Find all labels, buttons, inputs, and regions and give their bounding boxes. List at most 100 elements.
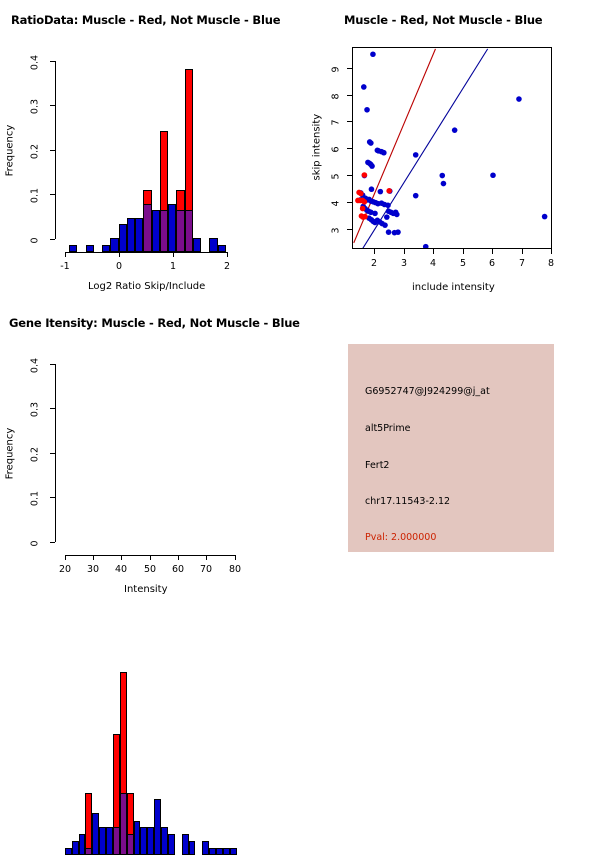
gene-x-ticklabel-50: 50 — [143, 564, 157, 575]
scatter-point-not-muscle — [372, 210, 378, 217]
ratio-x-ticklabel-n1: -1 — [60, 261, 70, 272]
gene-x-tick-80 — [235, 555, 236, 560]
panel-scatter: Muscle - Red, Not Muscle - Blue skip int… — [300, 0, 600, 300]
scatter-point-not-muscle — [384, 214, 390, 220]
ratio-x-ticklabel-1: 1 — [169, 261, 177, 272]
scatter-y-tick-7 — [347, 121, 352, 122]
scatter-x-tick-4 — [433, 249, 434, 254]
scatter-y-tick-9 — [347, 68, 352, 69]
bar-not-muscle — [154, 799, 161, 855]
bar-not-muscle — [188, 841, 196, 855]
gene-histogram-title: Gene Itensity: Muscle - Red, Not Muscle … — [9, 316, 300, 330]
scatter-point-not-muscle — [382, 222, 388, 228]
ratio-x-ticklabel-2: 2 — [223, 261, 231, 272]
scatter-y-tick-8 — [347, 95, 352, 96]
scatter-x-tick-7 — [522, 249, 523, 254]
info-event-type: alt5Prime — [365, 423, 411, 434]
bar-not-muscle — [69, 245, 78, 252]
scatter-point-not-muscle — [516, 96, 522, 102]
scatter-x-tick-6 — [492, 249, 493, 254]
ratio-x-tick-n1 — [65, 252, 66, 257]
scatter-plot-box — [352, 47, 552, 249]
bar-not-muscle — [216, 848, 223, 855]
gene-x-tick-20 — [65, 555, 66, 560]
scatter-x-ticklabel-5: 5 — [459, 258, 467, 269]
scatter-x-tick-2 — [374, 249, 375, 254]
gene-x-ticklabel-70: 70 — [199, 564, 213, 575]
scatter-point-not-muscle — [412, 192, 419, 199]
scatter-xlabel: include intensity — [412, 282, 495, 293]
scatter-point-muscle — [361, 199, 368, 205]
scatter-x-ticklabel-4: 4 — [429, 258, 437, 269]
gene-histogram-yaxis — [55, 364, 56, 542]
bar-overlap — [119, 793, 127, 855]
panel-ratio-histogram: RatioData: Muscle - Red, Not Muscle - Bl… — [0, 0, 300, 300]
scatter-x-tick-8 — [551, 249, 552, 254]
ratio-y-tick-2 — [50, 150, 55, 151]
gene-histogram-xlabel: Intensity — [124, 584, 168, 595]
bar-not-muscle — [140, 826, 148, 855]
gene-x-tick-40 — [121, 555, 122, 560]
ratio-histogram-title: RatioData: Muscle - Red, Not Muscle - Bl… — [11, 13, 281, 27]
scatter-x-ticklabel-6: 6 — [488, 258, 496, 269]
bar-not-muscle — [168, 203, 177, 252]
gene-x-ticklabel-20: 20 — [58, 564, 72, 575]
info-locus: chr17.11543-2.12 — [365, 496, 451, 507]
bar-not-muscle — [133, 820, 141, 855]
scatter-canvas — [353, 48, 548, 248]
bar-overlap — [143, 203, 152, 252]
bar-not-muscle — [217, 245, 226, 252]
scatter-point-muscle — [359, 205, 366, 212]
bar-overlap — [126, 834, 134, 855]
bar-not-muscle — [181, 834, 189, 855]
gene-x-tick-30 — [93, 555, 94, 560]
scatter-point-not-muscle — [385, 229, 392, 235]
scatter-point-not-muscle — [422, 243, 429, 248]
bar-not-muscle — [110, 238, 119, 252]
scatter-point-muscle — [362, 213, 368, 220]
bar-not-muscle — [85, 245, 94, 252]
scatter-x-ticklabel-7: 7 — [518, 258, 526, 269]
ratio-y-tick-3 — [50, 105, 55, 106]
bar-not-muscle — [126, 217, 136, 252]
scatter-y-ticklabel-9: 9 — [330, 66, 342, 73]
scatter-y-tick-6 — [347, 148, 352, 149]
scatter-ylabel: skip intensity — [311, 113, 323, 181]
scatter-y-ticklabel-7: 7 — [330, 119, 342, 126]
scatter-title: Muscle - Red, Not Muscle - Blue — [344, 13, 543, 27]
ratio-histogram-bars — [0, 0, 300, 300]
gene-x-ticklabel-60: 60 — [171, 564, 185, 575]
panel-gene-info: G6952747@J924299@j_at alt5Prime Fert2 ch… — [348, 344, 554, 552]
scatter-x-ticklabel-2: 2 — [370, 258, 378, 269]
bar-overlap — [176, 210, 185, 252]
ratio-histogram-xlabel: Log2 Ratio Skip/Include — [88, 281, 206, 292]
bar-not-muscle — [202, 841, 210, 855]
panel-gene-histogram: Gene Itensity: Muscle - Red, Not Muscle … — [0, 300, 300, 855]
bar-not-muscle — [222, 848, 230, 855]
gene-histogram-bars — [0, 300, 300, 855]
gene-x-ticklabel-40: 40 — [114, 564, 128, 575]
scatter-y-ticklabel-3: 3 — [330, 227, 342, 234]
info-gene-symbol: Fert2 — [365, 460, 390, 471]
bar-not-muscle — [78, 834, 86, 855]
gene-y-tick-0 — [50, 542, 55, 543]
scatter-y-tick-3 — [347, 229, 352, 230]
bar-overlap — [85, 848, 93, 855]
scatter-y-ticklabel-4: 4 — [330, 200, 342, 207]
ratio-x-tick-1 — [173, 252, 174, 257]
bar-not-muscle — [71, 841, 79, 855]
scatter-point-not-muscle — [370, 51, 376, 58]
scatter-point-not-muscle — [541, 213, 548, 220]
bar-not-muscle — [161, 826, 168, 855]
bar-not-muscle — [167, 834, 175, 855]
bar-not-muscle — [147, 826, 155, 855]
bar-not-muscle — [151, 210, 160, 252]
bar-not-muscle — [99, 826, 106, 855]
ratio-x-ticklabel-0: 0 — [115, 261, 123, 272]
gene-y-tick-2 — [50, 453, 55, 454]
info-probe-id: G6952747@J924299@j_at — [365, 386, 490, 397]
scatter-point-muscle — [361, 172, 368, 178]
scatter-y-tick-5 — [347, 175, 352, 176]
scatter-point-not-muscle — [439, 172, 446, 179]
scatter-point-not-muscle — [385, 202, 391, 209]
